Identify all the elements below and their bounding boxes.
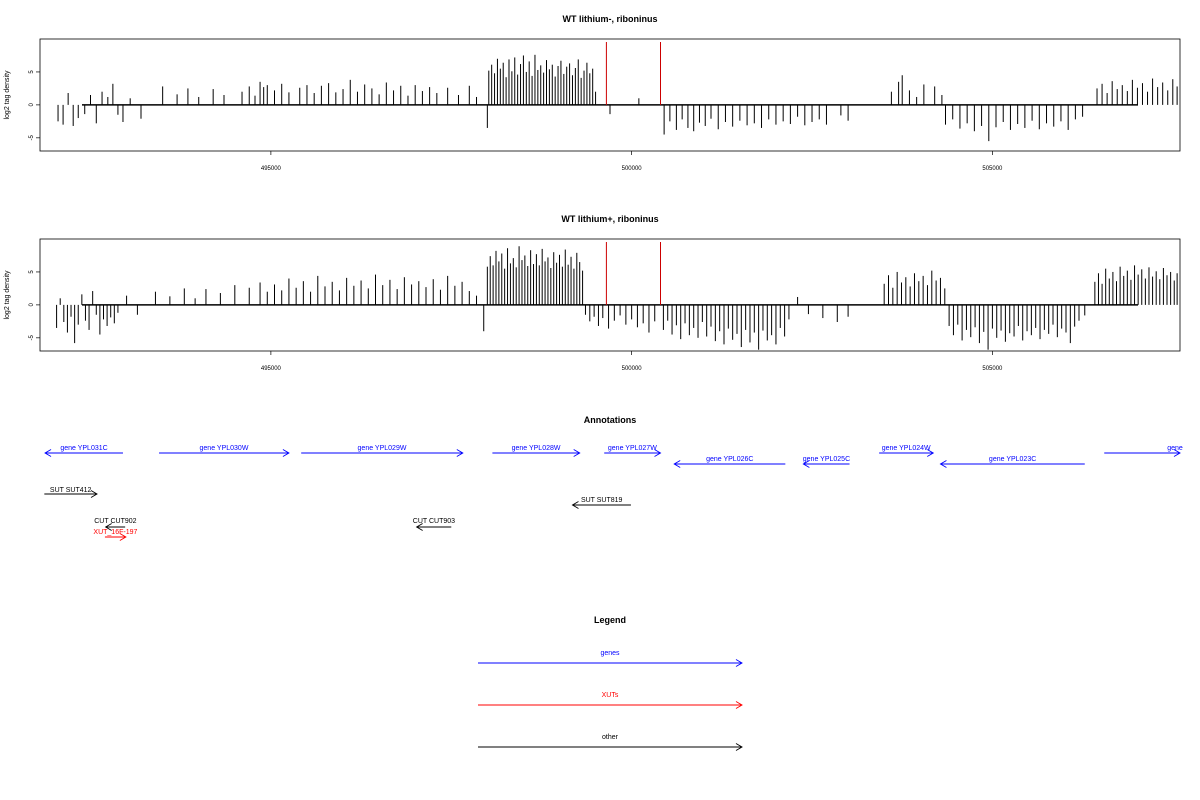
bar-series: [57, 54, 1178, 142]
annotations-panel: Annotations gene YPL031C gene YPL030W gene…: [44, 415, 1183, 541]
legend-item: other: [478, 734, 743, 751]
annotation-feature: gene YPL029W: [301, 445, 464, 457]
x-tick-label: 495000: [261, 366, 282, 372]
feature-label: gene YPL026C: [706, 456, 753, 463]
legend-item: genes: [478, 650, 743, 667]
annotation-feature: SUT SUT412: [44, 487, 98, 498]
annotations-title: Annotations: [584, 415, 637, 425]
strand-arrow-icon: [44, 449, 52, 457]
x-tick-label: 505000: [982, 366, 1003, 372]
feature-label: CUT CUT903: [413, 518, 455, 525]
annotation-feature: gene YPL026C: [673, 456, 786, 468]
legend-arrow-icon: [735, 701, 743, 709]
annotation-feature: gene YPL028W: [492, 445, 581, 457]
legend-label: XUTs: [602, 692, 619, 699]
annotation-feature: gene: [1104, 445, 1183, 457]
strand-arrow-icon: [415, 523, 423, 531]
feature-label: gene YPL030W: [200, 445, 249, 452]
legend-title: Legend: [594, 615, 626, 625]
feature-label: gene YPL029W: [358, 445, 407, 452]
y-tick-label: 0: [29, 303, 35, 307]
feature-label: gene YPL027W: [608, 445, 657, 452]
annotation-feature: CUT CUT902: [94, 518, 137, 531]
strand-arrow-icon: [573, 449, 581, 457]
y-tick-label: 5: [29, 70, 35, 74]
legend-panel: Legend genes XUTs other: [478, 615, 743, 751]
y-tick-label: -5: [29, 334, 35, 340]
strand-arrow-icon: [673, 460, 681, 468]
annotation-feature: SUT SUT819: [571, 497, 631, 509]
annotation-feature: CUT CUT903: [413, 518, 455, 531]
plot-frame: [39, 38, 1181, 152]
bar-series: [56, 246, 1178, 350]
x-tick-label: 500000: [622, 366, 643, 372]
feature-label: CUT CUT902: [94, 518, 136, 525]
y-axis-label: log2 tag density: [4, 270, 11, 320]
y-tick-label: -5: [29, 134, 35, 140]
annotation-feature: gene YPL030W: [159, 445, 290, 457]
strand-arrow-icon: [939, 460, 947, 468]
panel-title: WT lithium+, riboninus: [561, 214, 658, 224]
strand-arrow-icon: [90, 490, 98, 498]
strand-arrow-icon: [802, 460, 810, 468]
legend-label: genes: [600, 650, 620, 657]
strand-arrow-icon: [104, 523, 112, 531]
x-tick-label: 505000: [982, 166, 1003, 172]
strand-arrow-icon: [119, 533, 127, 541]
feature-label: XUT_16F-197: [93, 529, 137, 536]
panel-title: WT lithium-, riboninus: [563, 14, 658, 24]
annotation-feature: gene YPL025C: [802, 456, 850, 468]
strand-arrow-icon: [1173, 449, 1181, 457]
legend-label: other: [602, 734, 619, 741]
strand-arrow-icon: [456, 449, 464, 457]
y-axis-label: log2 tag density: [4, 70, 11, 120]
feature-label: gene YPL023C: [989, 456, 1036, 463]
feature-label: gene: [1167, 445, 1183, 452]
feature-label: gene YPL031C: [60, 445, 107, 452]
x-tick-label: 495000: [261, 166, 282, 172]
annotation-feature: gene YPL027W: [604, 445, 662, 457]
legend-item: XUTs: [478, 692, 743, 709]
y-tick-label: 5: [29, 270, 35, 274]
annotation-feature: gene YPL024W: [879, 445, 935, 457]
feature-label: gene YPL028W: [512, 445, 561, 452]
x-tick-label: 500000: [622, 166, 643, 172]
feature-label: SUT SUT819: [581, 497, 623, 504]
track-panel-lithium-minus: WT lithium-, riboninus -5 0 5 495000 500000 50…: [4, 14, 1181, 172]
legend-arrow-icon: [735, 659, 743, 667]
annotation-feature: gene YPL023C: [939, 456, 1085, 468]
feature-label: gene YPL024W: [882, 445, 931, 452]
strand-arrow-icon: [571, 501, 579, 509]
y-tick-label: 0: [29, 103, 35, 107]
feature-label: gene YPL025C: [803, 456, 850, 463]
track-panel-lithium-plus: WT lithium+, riboninus -5 0 5 495000 500000 50…: [4, 214, 1181, 372]
annotation-feature: XUT_16F-197: [93, 529, 137, 541]
legend-arrow-icon: [735, 743, 743, 751]
strand-arrow-icon: [927, 449, 935, 457]
plot-frame: [39, 238, 1181, 352]
strand-arrow-icon: [654, 449, 662, 457]
strand-arrow-icon: [282, 449, 290, 457]
annotation-feature: gene YPL031C: [44, 445, 123, 457]
feature-label: SUT SUT412: [50, 487, 92, 494]
